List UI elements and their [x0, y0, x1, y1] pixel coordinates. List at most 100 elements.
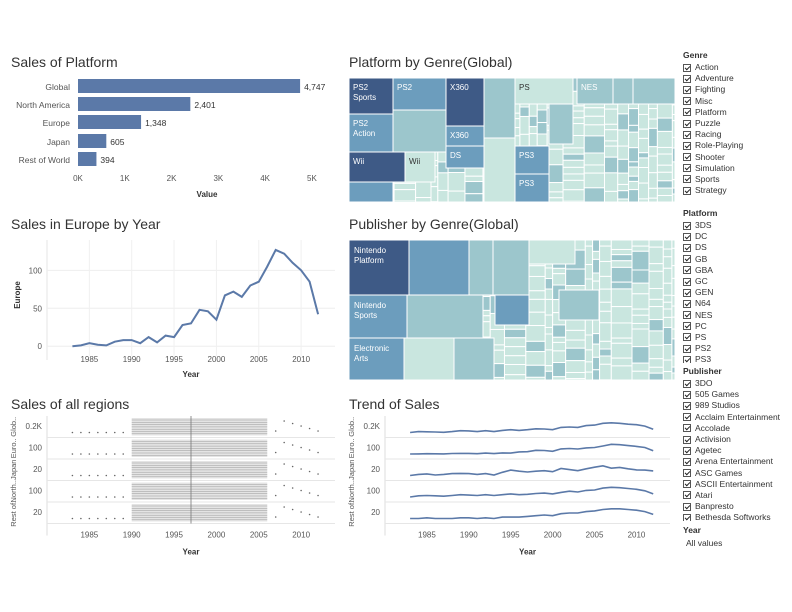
data-point: [308, 513, 311, 516]
platform-filter-item[interactable]: 3DS: [683, 220, 717, 231]
genre-filter-item[interactable]: Racing: [683, 129, 743, 140]
treemap-tile: [648, 344, 664, 360]
checkbox-icon[interactable]: [683, 186, 691, 195]
platform-filter-item[interactable]: DC: [683, 231, 717, 242]
checkbox-icon[interactable]: [683, 469, 691, 478]
checkbox-icon[interactable]: [683, 63, 691, 72]
checkbox-icon[interactable]: [683, 255, 691, 264]
platform-filter-item[interactable]: NES: [683, 310, 717, 321]
platform-filter-item[interactable]: PS: [683, 332, 717, 343]
publisher-filter-item[interactable]: 505 Games: [683, 389, 780, 400]
checkbox-icon[interactable]: [683, 153, 691, 162]
checkbox-icon[interactable]: [683, 243, 691, 252]
checkbox-icon[interactable]: [683, 97, 691, 106]
checkbox-icon[interactable]: [683, 513, 691, 521]
checkbox-icon[interactable]: [683, 424, 691, 433]
publisher-filter-item[interactable]: 3DO: [683, 378, 780, 389]
genre-filter-item[interactable]: Shooter: [683, 152, 743, 163]
checkbox-icon[interactable]: [683, 288, 691, 297]
platform-filter-item[interactable]: DS: [683, 242, 717, 253]
checkbox-icon[interactable]: [683, 379, 691, 388]
checkbox-icon[interactable]: [683, 74, 691, 83]
platform-filter-item[interactable]: PS3: [683, 354, 717, 363]
publisher-filter-item[interactable]: Atari: [683, 490, 780, 501]
publisher-filter-item[interactable]: Activision: [683, 434, 780, 445]
treemap-tile: [565, 371, 586, 380]
genre-filter: Genre Action Adventure Fighting Misc Platfor…: [683, 50, 743, 196]
publisher-filter-item[interactable]: ASCII Entertainment: [683, 479, 780, 490]
publisher-filter-item[interactable]: Agetec: [683, 445, 780, 456]
checkbox-icon[interactable]: [683, 457, 691, 466]
treemap-tile: [552, 341, 567, 352]
data-point: [308, 492, 311, 494]
data-point: [80, 474, 82, 477]
checkbox-icon[interactable]: [683, 277, 691, 286]
checkbox-icon[interactable]: [683, 446, 691, 455]
genre-filter-item[interactable]: Simulation: [683, 163, 743, 174]
treemap-tile: [638, 128, 650, 139]
platform-filter-item[interactable]: N64: [683, 298, 717, 309]
publisher-filter-item[interactable]: Bethesda Softworks: [683, 512, 780, 521]
checkbox-icon[interactable]: [683, 344, 691, 353]
genre-filter-item[interactable]: Strategy: [683, 185, 743, 196]
checkbox-icon[interactable]: [683, 119, 691, 128]
checkbox-icon[interactable]: [683, 502, 691, 511]
platform-filter-item[interactable]: PC: [683, 321, 717, 332]
genre-filter-item[interactable]: Misc: [683, 96, 743, 107]
publisher-filter-item[interactable]: Arena Entertainment: [683, 456, 780, 467]
checkbox-icon[interactable]: [683, 311, 691, 320]
checkbox-icon[interactable]: [683, 401, 691, 410]
checkbox-icon[interactable]: [683, 141, 691, 150]
checkbox-icon[interactable]: [683, 266, 691, 275]
treemap-tile: [599, 355, 612, 365]
treemap-tile: [638, 137, 650, 154]
checkbox-icon[interactable]: [683, 232, 691, 241]
x-tick-label: 2000: [208, 355, 226, 364]
checkbox-icon[interactable]: [683, 435, 691, 444]
checkbox-icon[interactable]: [683, 491, 691, 500]
treemap-tile: [648, 187, 658, 199]
checkbox-icon[interactable]: [683, 299, 691, 308]
checkbox-icon[interactable]: [683, 480, 691, 489]
checkbox-icon[interactable]: [683, 333, 691, 342]
year-filter-value[interactable]: All values: [686, 538, 723, 548]
platform-filter-item[interactable]: GEN: [683, 287, 717, 298]
x-tick-label: 2010: [628, 531, 646, 540]
publisher-filter-item[interactable]: Banpresto: [683, 501, 780, 512]
treemap-tile: [525, 340, 546, 353]
publisher-filter-item[interactable]: Accolade: [683, 423, 780, 434]
checkbox-icon[interactable]: [683, 164, 691, 173]
checkbox-icon[interactable]: [683, 413, 691, 422]
checkbox-icon[interactable]: [683, 322, 691, 331]
data-point: [88, 474, 91, 477]
checkbox-icon[interactable]: [683, 130, 691, 139]
platform-filter-item[interactable]: GB: [683, 254, 717, 265]
treemap-tile: [648, 108, 658, 120]
checkbox-icon[interactable]: [683, 108, 691, 117]
treemap-tile: [349, 151, 406, 183]
checkbox-icon[interactable]: [683, 85, 691, 94]
checkbox-icon[interactable]: [683, 221, 691, 230]
genre-filter-item[interactable]: Role-Playing: [683, 140, 743, 151]
genre-filter-item[interactable]: Sports: [683, 174, 743, 185]
platform-filter-item[interactable]: PS2: [683, 343, 717, 354]
publisher-filter-item[interactable]: 989 Studios: [683, 400, 780, 411]
platform-filter-item[interactable]: GBA: [683, 265, 717, 276]
checkbox-icon[interactable]: [683, 175, 691, 184]
genre-filter-item[interactable]: Fighting: [683, 84, 743, 95]
checkbox-icon[interactable]: [683, 355, 691, 363]
data-point: [308, 449, 311, 451]
checkbox-icon[interactable]: [683, 390, 691, 399]
data-point: [113, 517, 116, 520]
treemap-tile: [552, 362, 567, 378]
treemap-tile: [638, 113, 650, 130]
platform-filter-item[interactable]: GC: [683, 276, 717, 287]
genre-filter-item[interactable]: Platform: [683, 107, 743, 118]
publisher-filter-item[interactable]: ASC Games: [683, 468, 780, 479]
genre-filter-item[interactable]: Adventure: [683, 73, 743, 84]
treemap-tile: [583, 172, 605, 189]
genre-filter-item[interactable]: Action: [683, 62, 743, 73]
publisher-filter-item[interactable]: Acclaim Entertainment: [683, 412, 780, 423]
genre-filter-item[interactable]: Puzzle: [683, 118, 743, 129]
platform-filter-label: DC: [695, 231, 708, 242]
